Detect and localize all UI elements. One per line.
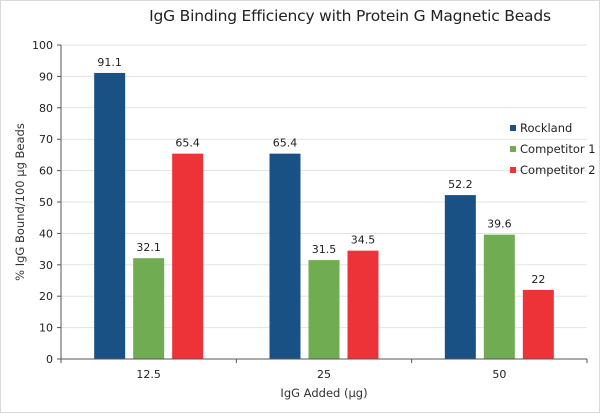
y-tick-label: 60 bbox=[39, 165, 53, 178]
bar-competitor-1 bbox=[133, 258, 165, 359]
y-tick-label: 70 bbox=[39, 133, 53, 146]
legend-swatch-competitor-1 bbox=[510, 145, 516, 152]
y-tick-label: 10 bbox=[39, 322, 53, 335]
y-tick-label: 100 bbox=[32, 39, 53, 52]
y-tick-label: 50 bbox=[39, 196, 53, 209]
legend-item-rockland: Rockland bbox=[510, 117, 596, 138]
bar-competitor-1 bbox=[308, 260, 340, 359]
data-label: 65.4 bbox=[273, 137, 298, 150]
x-axis-label: IgG Added (µg) bbox=[280, 386, 368, 400]
data-label: 39.6 bbox=[487, 218, 512, 231]
legend-swatch-rockland bbox=[510, 124, 516, 131]
bar-competitor-2 bbox=[347, 250, 379, 359]
data-label: 52.2 bbox=[448, 178, 473, 191]
bar-rockland bbox=[444, 195, 476, 359]
legend: Rockland Competitor 1 Competitor 2 bbox=[510, 117, 596, 180]
y-tick-label: 40 bbox=[39, 227, 53, 240]
x-tick-label: 50 bbox=[492, 368, 506, 381]
legend-label: Competitor 2 bbox=[520, 162, 596, 177]
bar-rockland bbox=[94, 72, 126, 360]
bar-competitor-2 bbox=[172, 153, 204, 359]
legend-item-competitor-1: Competitor 1 bbox=[510, 138, 596, 159]
x-tick-label: 25 bbox=[317, 368, 331, 381]
bar-rockland bbox=[269, 153, 301, 359]
data-label: 65.4 bbox=[175, 137, 200, 150]
data-label: 22 bbox=[531, 273, 545, 286]
y-tick-label: 30 bbox=[39, 259, 53, 272]
legend-swatch-competitor-2 bbox=[510, 166, 516, 173]
y-tick-label: 0 bbox=[46, 353, 53, 366]
bar-competitor-2 bbox=[522, 289, 554, 359]
legend-label: Competitor 1 bbox=[520, 141, 596, 156]
legend-item-competitor-2: Competitor 2 bbox=[510, 159, 596, 180]
x-tick-label: 12.5 bbox=[136, 368, 161, 381]
data-label: 32.1 bbox=[136, 241, 161, 254]
data-label: 31.5 bbox=[312, 243, 337, 256]
y-tick-label: 80 bbox=[39, 102, 53, 115]
bar-competitor-1 bbox=[483, 234, 515, 359]
data-label: 91.1 bbox=[97, 56, 122, 69]
y-tick-label: 20 bbox=[39, 290, 53, 303]
chart-title: IgG Binding Efficiency with Protein G Ma… bbox=[149, 7, 551, 25]
data-label: 34.5 bbox=[351, 234, 376, 247]
legend-label: Rockland bbox=[520, 120, 573, 135]
y-tick-label: 90 bbox=[39, 70, 53, 83]
